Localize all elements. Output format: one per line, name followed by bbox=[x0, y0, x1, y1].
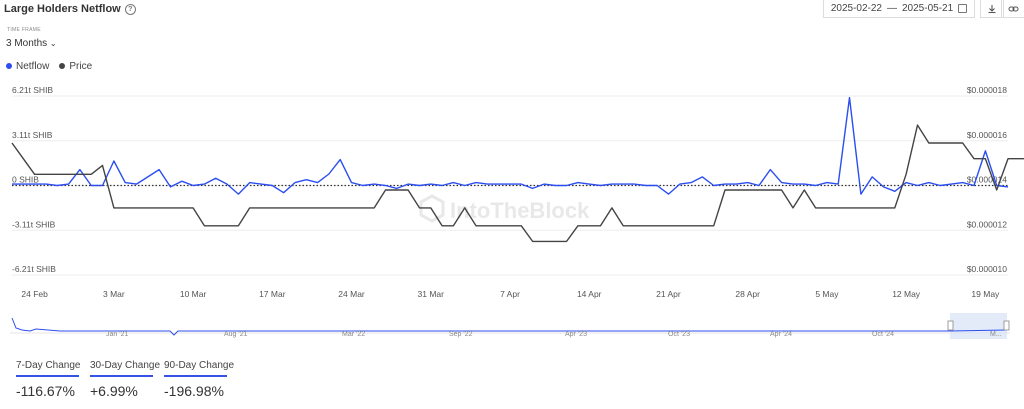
price-dot-icon bbox=[59, 63, 66, 70]
netflow-dot-icon bbox=[6, 63, 12, 70]
navigator-label: Apr '23 bbox=[565, 331, 587, 338]
stat-7day[interactable]: 7-Day Change -116.67% bbox=[16, 360, 80, 399]
navigator-handle-right[interactable] bbox=[1003, 320, 1010, 331]
legend-item-price[interactable]: Price bbox=[59, 61, 92, 72]
stat-90day-value: -196.98% bbox=[164, 383, 224, 399]
date-start: 2025-02-22 bbox=[830, 3, 882, 14]
navigator-label: Apr '24 bbox=[770, 331, 792, 338]
navigator-label: Aug '21 bbox=[224, 331, 248, 338]
watermark-text: IntoTheBlock bbox=[450, 198, 590, 223]
date-separator: — bbox=[887, 3, 897, 14]
y-left-tick-label: -3.11t SHIB bbox=[12, 219, 56, 229]
download-button[interactable] bbox=[980, 0, 1004, 18]
legend: Netflow Price bbox=[6, 61, 92, 72]
navigator-handle-left[interactable] bbox=[947, 320, 954, 331]
change-stats: 7-Day Change -116.67% 30-Day Change +6.9… bbox=[16, 360, 234, 399]
stat-90day[interactable]: 90-Day Change -196.98% bbox=[164, 360, 234, 399]
navigator-series-line bbox=[11, 317, 1007, 336]
watermark-logo-icon bbox=[419, 194, 445, 223]
y-left-tick-label: -6.21t SHIB bbox=[12, 264, 56, 274]
chevron-down-icon: ⌄ bbox=[49, 39, 57, 48]
x-tick-label: 5 May bbox=[815, 289, 839, 299]
legend-item-netflow[interactable]: Netflow bbox=[6, 61, 49, 72]
stat-7day-label: 7-Day Change bbox=[16, 360, 80, 377]
series-line-price bbox=[11, 124, 1024, 243]
y-right-tick-label: $0.000016 bbox=[967, 130, 1007, 140]
date-end: 2025-05-21 bbox=[902, 3, 954, 14]
calendar-icon[interactable] bbox=[958, 4, 968, 13]
x-tick-label: 7 Apr bbox=[500, 289, 520, 299]
x-tick-label: 21 Apr bbox=[656, 289, 681, 299]
legend-label-price: Price bbox=[69, 61, 93, 72]
stat-90day-label: 90-Day Change bbox=[164, 360, 234, 377]
stat-30day-value: +6.99% bbox=[90, 383, 138, 399]
series-line-netflow bbox=[12, 96, 1009, 195]
y-right-tick-label: $0.000018 bbox=[967, 85, 1007, 95]
x-tick-label: 14 Apr bbox=[577, 289, 602, 299]
x-tick-label: 28 Apr bbox=[735, 289, 760, 299]
stat-30day-label: 30-Day Change bbox=[90, 360, 160, 377]
chart-title-text: Large Holders Netflow bbox=[4, 3, 121, 15]
x-tick-label: 19 May bbox=[971, 289, 1000, 299]
y-left-tick-label: 0 SHIB bbox=[12, 175, 39, 185]
stat-30day[interactable]: 30-Day Change +6.99% bbox=[90, 360, 160, 399]
y-right-tick-label: $0.000014 bbox=[967, 175, 1007, 185]
timeframe-select[interactable]: 3 Months ⌄ bbox=[6, 38, 57, 49]
x-tick-label: 24 Feb bbox=[21, 289, 48, 299]
navigator-label: Oct '23 bbox=[668, 331, 690, 338]
x-tick-label: 3 Mar bbox=[103, 289, 125, 299]
navigator-label: Mar '22 bbox=[342, 331, 365, 338]
navigator-label: Jan '21 bbox=[106, 331, 128, 338]
y-right-tick-label: $0.000012 bbox=[967, 219, 1007, 229]
x-tick-label: 17 Mar bbox=[259, 289, 286, 299]
stat-7day-value: -116.67% bbox=[16, 383, 75, 399]
navigator-label: Sep '22 bbox=[449, 331, 473, 338]
x-tick-label: 31 Mar bbox=[418, 289, 445, 299]
x-tick-label: 12 May bbox=[892, 289, 921, 299]
download-icon bbox=[988, 4, 996, 13]
chart-title: Large Holders Netflow ? bbox=[4, 3, 136, 15]
y-left-tick-label: 3.11t SHIB bbox=[12, 130, 53, 140]
date-range-picker[interactable]: 2025-02-22 — 2025-05-21 bbox=[823, 0, 975, 18]
navigator-selection[interactable] bbox=[950, 313, 1007, 339]
x-tick-label: 24 Mar bbox=[338, 289, 365, 299]
timeframe-label: TIME FRAME bbox=[7, 27, 41, 33]
watermark: IntoTheBlock bbox=[419, 194, 590, 223]
timeframe-value: 3 Months bbox=[6, 38, 48, 49]
x-tick-label: 10 Mar bbox=[180, 289, 207, 299]
share-link-button[interactable] bbox=[1001, 0, 1024, 18]
y-left-tick-label: 6.21t SHIB bbox=[12, 85, 53, 95]
link-icon bbox=[1008, 6, 1018, 11]
navigator-label: Oct '24 bbox=[872, 331, 894, 338]
legend-label-netflow: Netflow bbox=[16, 61, 50, 72]
navigator-label: M... bbox=[990, 331, 1002, 338]
y-right-tick-label: $0.000010 bbox=[967, 264, 1007, 274]
question-circle-icon[interactable]: ? bbox=[124, 3, 136, 15]
